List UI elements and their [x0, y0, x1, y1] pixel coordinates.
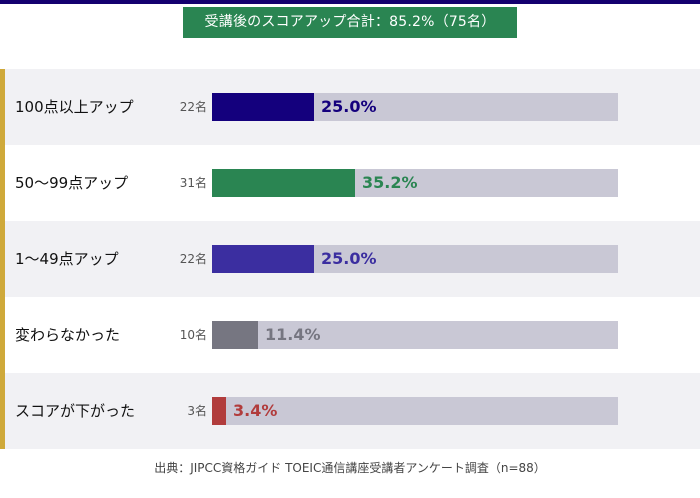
bar-value-label: 11.4% — [265, 325, 321, 344]
bar — [212, 321, 258, 349]
bar — [212, 245, 314, 273]
bar-value-label: 35.2% — [362, 173, 418, 192]
respondent-count: 10名 — [179, 328, 207, 342]
bar-value-label: 3.4% — [233, 401, 278, 420]
bar — [212, 397, 226, 425]
bar-value-label: 25.0% — [321, 97, 377, 116]
respondent-count: 3名 — [187, 404, 207, 418]
bar — [212, 169, 355, 197]
bar-track: 25.0% — [212, 93, 618, 121]
bar-track: 3.4% — [212, 397, 618, 425]
category-label: スコアが下がった — [15, 402, 136, 420]
respondent-count: 22名 — [179, 100, 207, 114]
bar-value-label: 25.0% — [321, 249, 377, 268]
bar-track: 25.0% — [212, 245, 618, 273]
category-label: 50〜99点アップ — [15, 174, 129, 192]
category-label: 変わらなかった — [15, 326, 121, 344]
top-border-line — [0, 0, 700, 4]
category-label: 1〜49点アップ — [15, 250, 119, 268]
chart-row: 100点以上アップ 22名 25.0% — [5, 69, 700, 145]
chart-row: 1〜49点アップ 22名 25.0% — [5, 221, 700, 297]
chart-row: 変わらなかった 10名 11.4% — [5, 297, 700, 373]
respondent-count: 31名 — [179, 176, 207, 190]
summary-badge: 受講後のスコアアップ合計：85.2%（75名） — [183, 7, 517, 38]
chart-row: スコアが下がった 3名 3.4% — [5, 373, 700, 449]
left-accent-bar — [0, 69, 5, 449]
category-label: 100点以上アップ — [15, 98, 134, 116]
bar-track: 35.2% — [212, 169, 618, 197]
bar — [212, 93, 314, 121]
bar-track: 11.4% — [212, 321, 618, 349]
chart-row: 50〜99点アップ 31名 35.2% — [5, 145, 700, 221]
respondent-count: 22名 — [179, 252, 207, 266]
source-note: 出典：JIPCC資格ガイド TOEIC通信講座受講者アンケート調査（n=88） — [154, 461, 546, 475]
